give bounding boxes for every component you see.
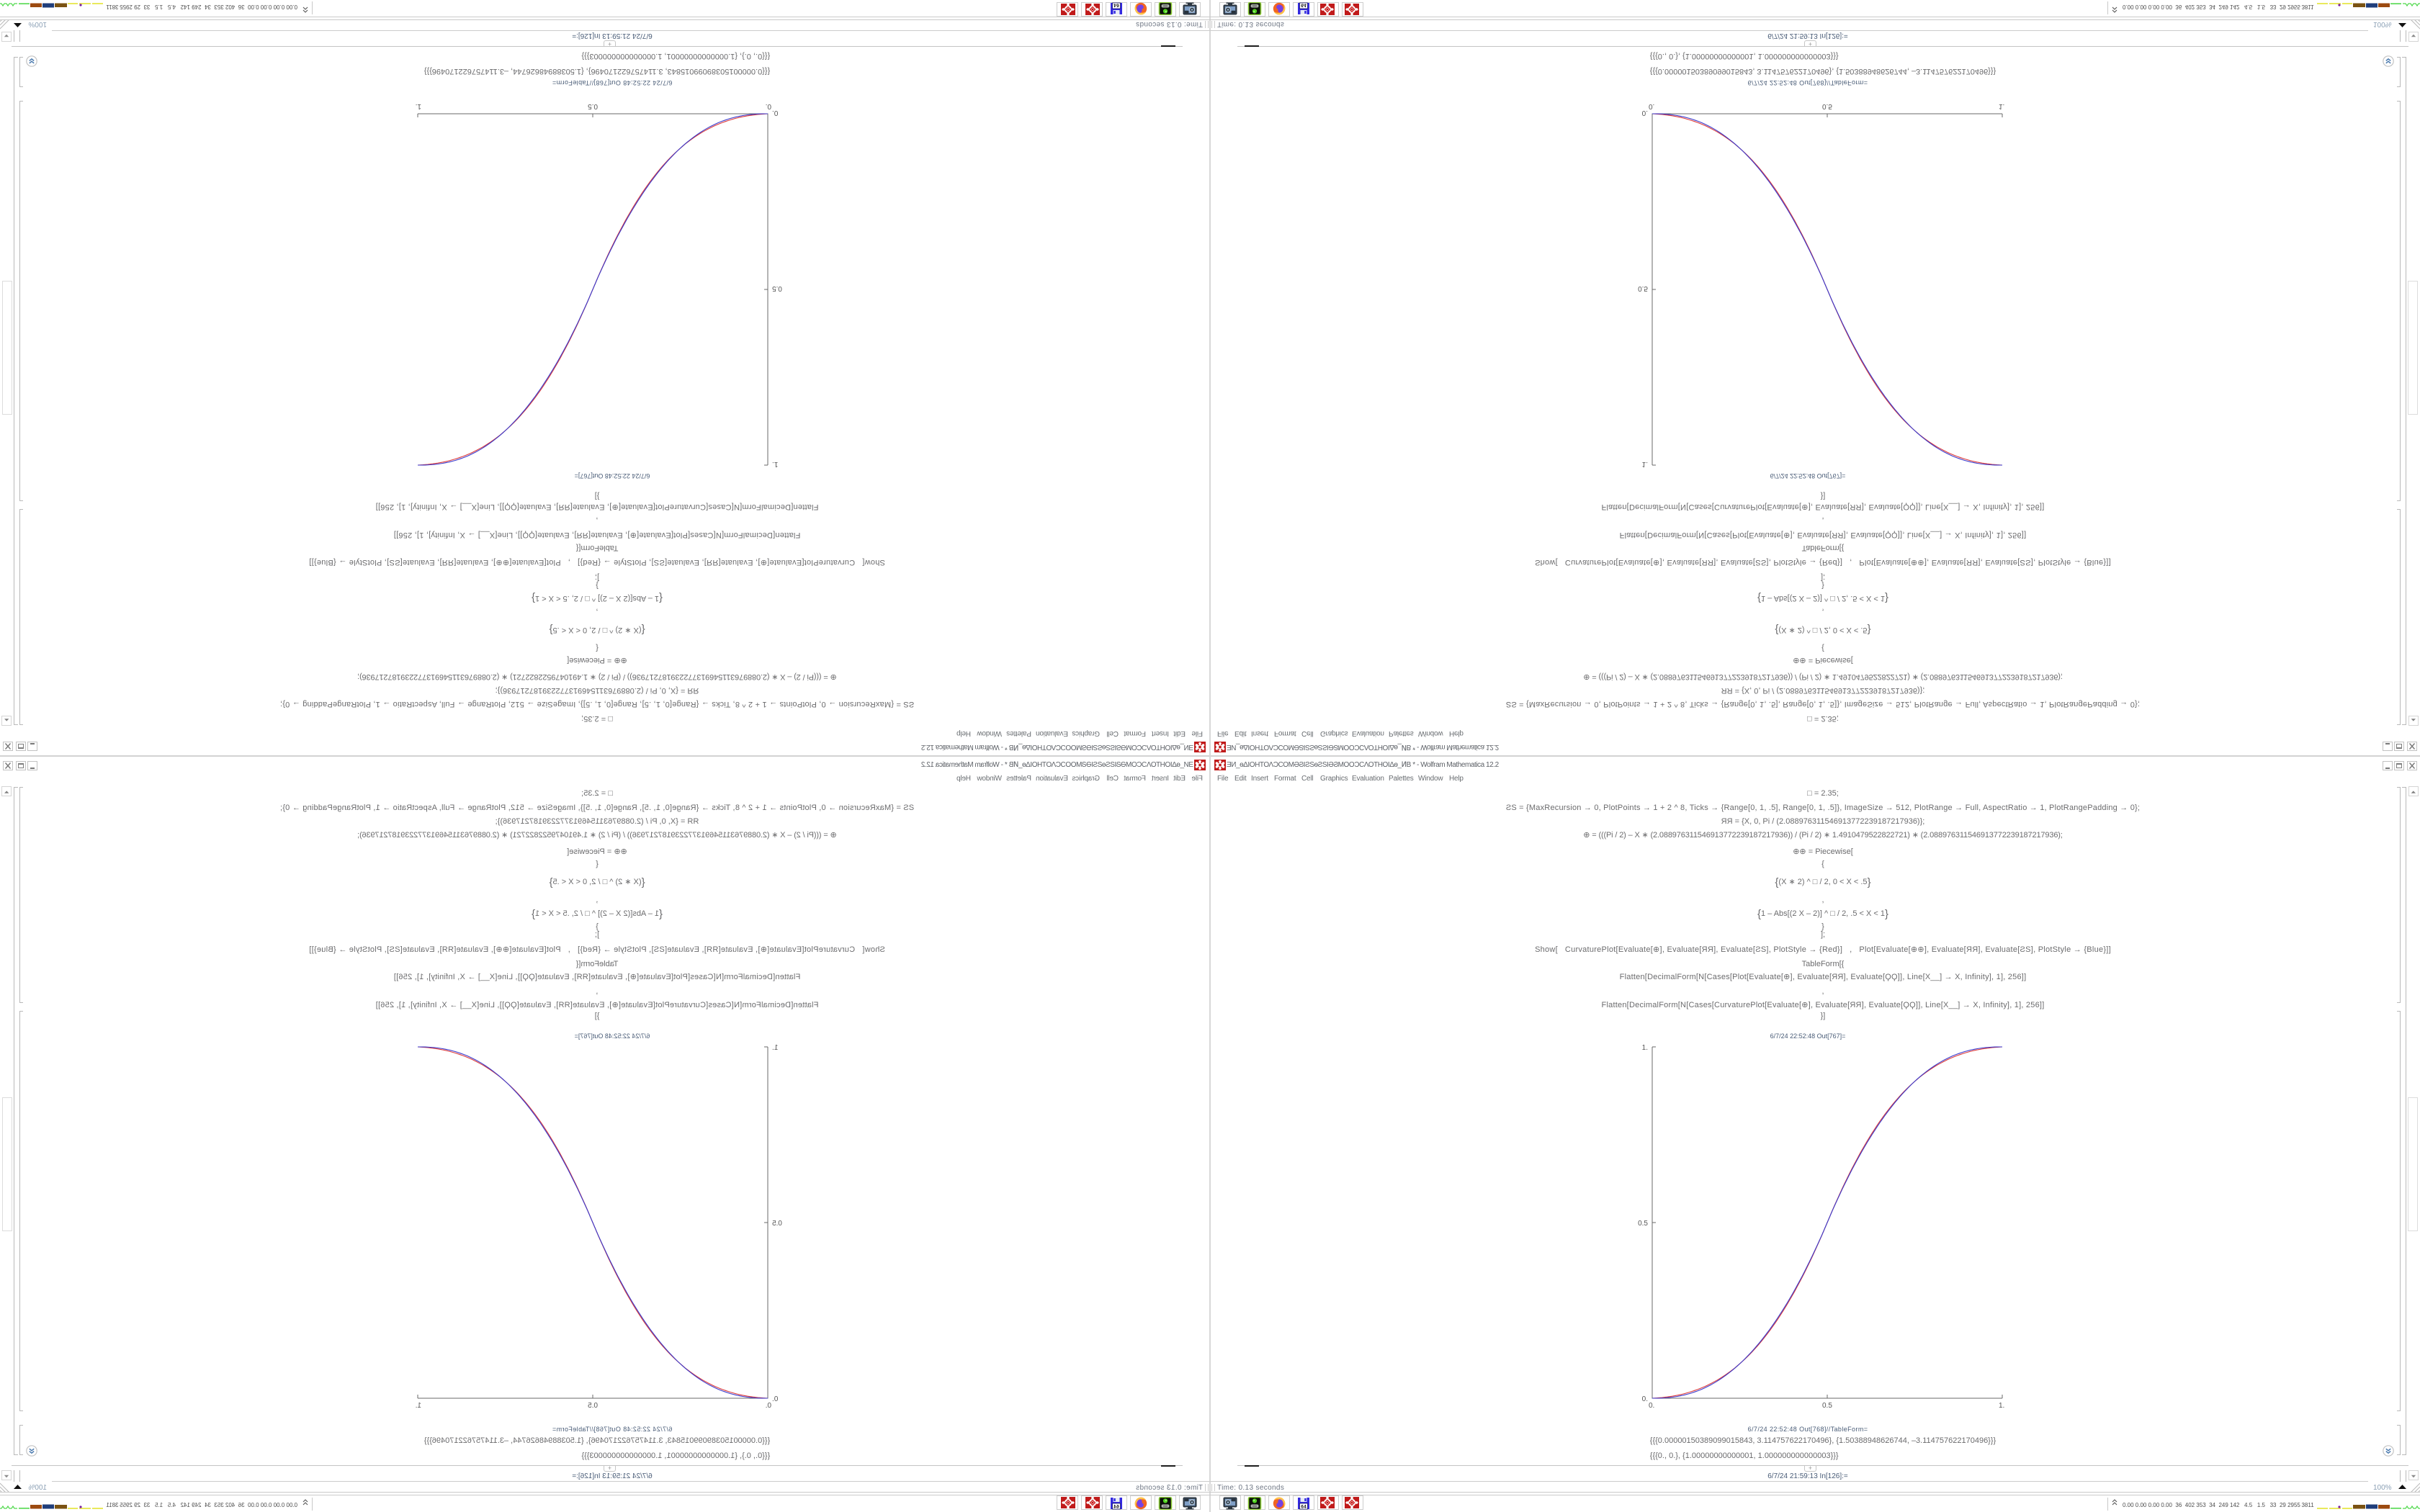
svg-text:0.5: 0.5 bbox=[588, 1402, 598, 1410]
svg-text:0.5: 0.5 bbox=[1638, 284, 1648, 292]
svg-text:1.: 1. bbox=[1999, 102, 2004, 110]
svg-text:0.5: 0.5 bbox=[1638, 1220, 1648, 1228]
svg-text:0.: 0. bbox=[1642, 1395, 1648, 1403]
svg-text:0.: 0. bbox=[772, 109, 778, 117]
svg-text:64: 64 bbox=[1301, 3, 1307, 8]
svg-text:0.: 0. bbox=[772, 1395, 778, 1403]
svg-text:0.5: 0.5 bbox=[1822, 1402, 1832, 1410]
svg-text:0.: 0. bbox=[1649, 1402, 1654, 1410]
svg-text:1.: 1. bbox=[1999, 1402, 2004, 1410]
svg-text:0.5: 0.5 bbox=[772, 284, 782, 292]
svg-text:64: 64 bbox=[1113, 1505, 1119, 1510]
svg-text:1.: 1. bbox=[416, 1402, 421, 1410]
svg-text:64: 64 bbox=[1113, 3, 1119, 8]
svg-text:1.: 1. bbox=[1642, 1044, 1648, 1052]
svg-text:0.5: 0.5 bbox=[772, 1220, 782, 1228]
svg-text:0.: 0. bbox=[766, 1402, 771, 1410]
svg-text:0.: 0. bbox=[766, 102, 771, 110]
svg-text:0.: 0. bbox=[1642, 109, 1648, 117]
svg-text:0.: 0. bbox=[1649, 102, 1654, 110]
svg-text:1.: 1. bbox=[416, 102, 421, 110]
svg-text:1.: 1. bbox=[772, 460, 778, 468]
svg-text:1.: 1. bbox=[1642, 460, 1648, 468]
svg-text:0.5: 0.5 bbox=[588, 102, 598, 110]
svg-text:1.: 1. bbox=[772, 1044, 778, 1052]
svg-text:0.5: 0.5 bbox=[1822, 102, 1832, 110]
svg-text:64: 64 bbox=[1301, 1505, 1307, 1510]
